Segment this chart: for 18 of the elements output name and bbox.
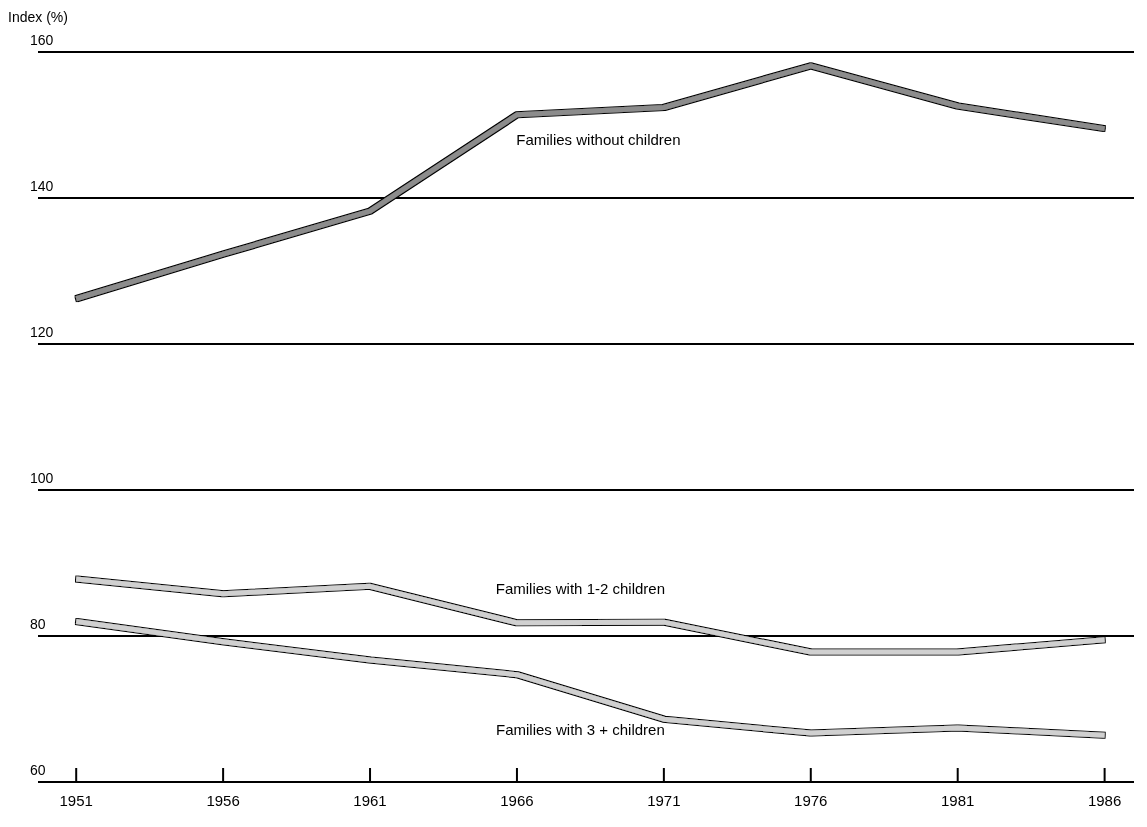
x-tick-label: 1981 <box>941 792 975 809</box>
y-tick-label: 140 <box>30 178 54 194</box>
x-tick-label: 1971 <box>647 792 681 809</box>
series-label: Families with 1-2 children <box>495 580 666 598</box>
y-tick-label: 120 <box>30 324 54 340</box>
x-tick-label: 1976 <box>794 792 828 809</box>
series-label: Families with 3 + children <box>495 720 665 738</box>
y-tick-label: 80 <box>30 616 46 632</box>
series-label: Families without children <box>516 131 681 149</box>
y-tick-label: 160 <box>30 32 54 48</box>
x-tick-label: 1966 <box>500 792 534 809</box>
x-tick-label: 1986 <box>1087 792 1122 809</box>
x-tick-label: 1956 <box>206 792 240 809</box>
y-tick-label: 60 <box>30 762 46 778</box>
x-tick-label: 1961 <box>353 792 387 809</box>
y-tick-label: 100 <box>30 470 54 486</box>
x-tick-label: 1951 <box>59 792 93 809</box>
y-axis-title: Index (%) <box>8 9 68 25</box>
